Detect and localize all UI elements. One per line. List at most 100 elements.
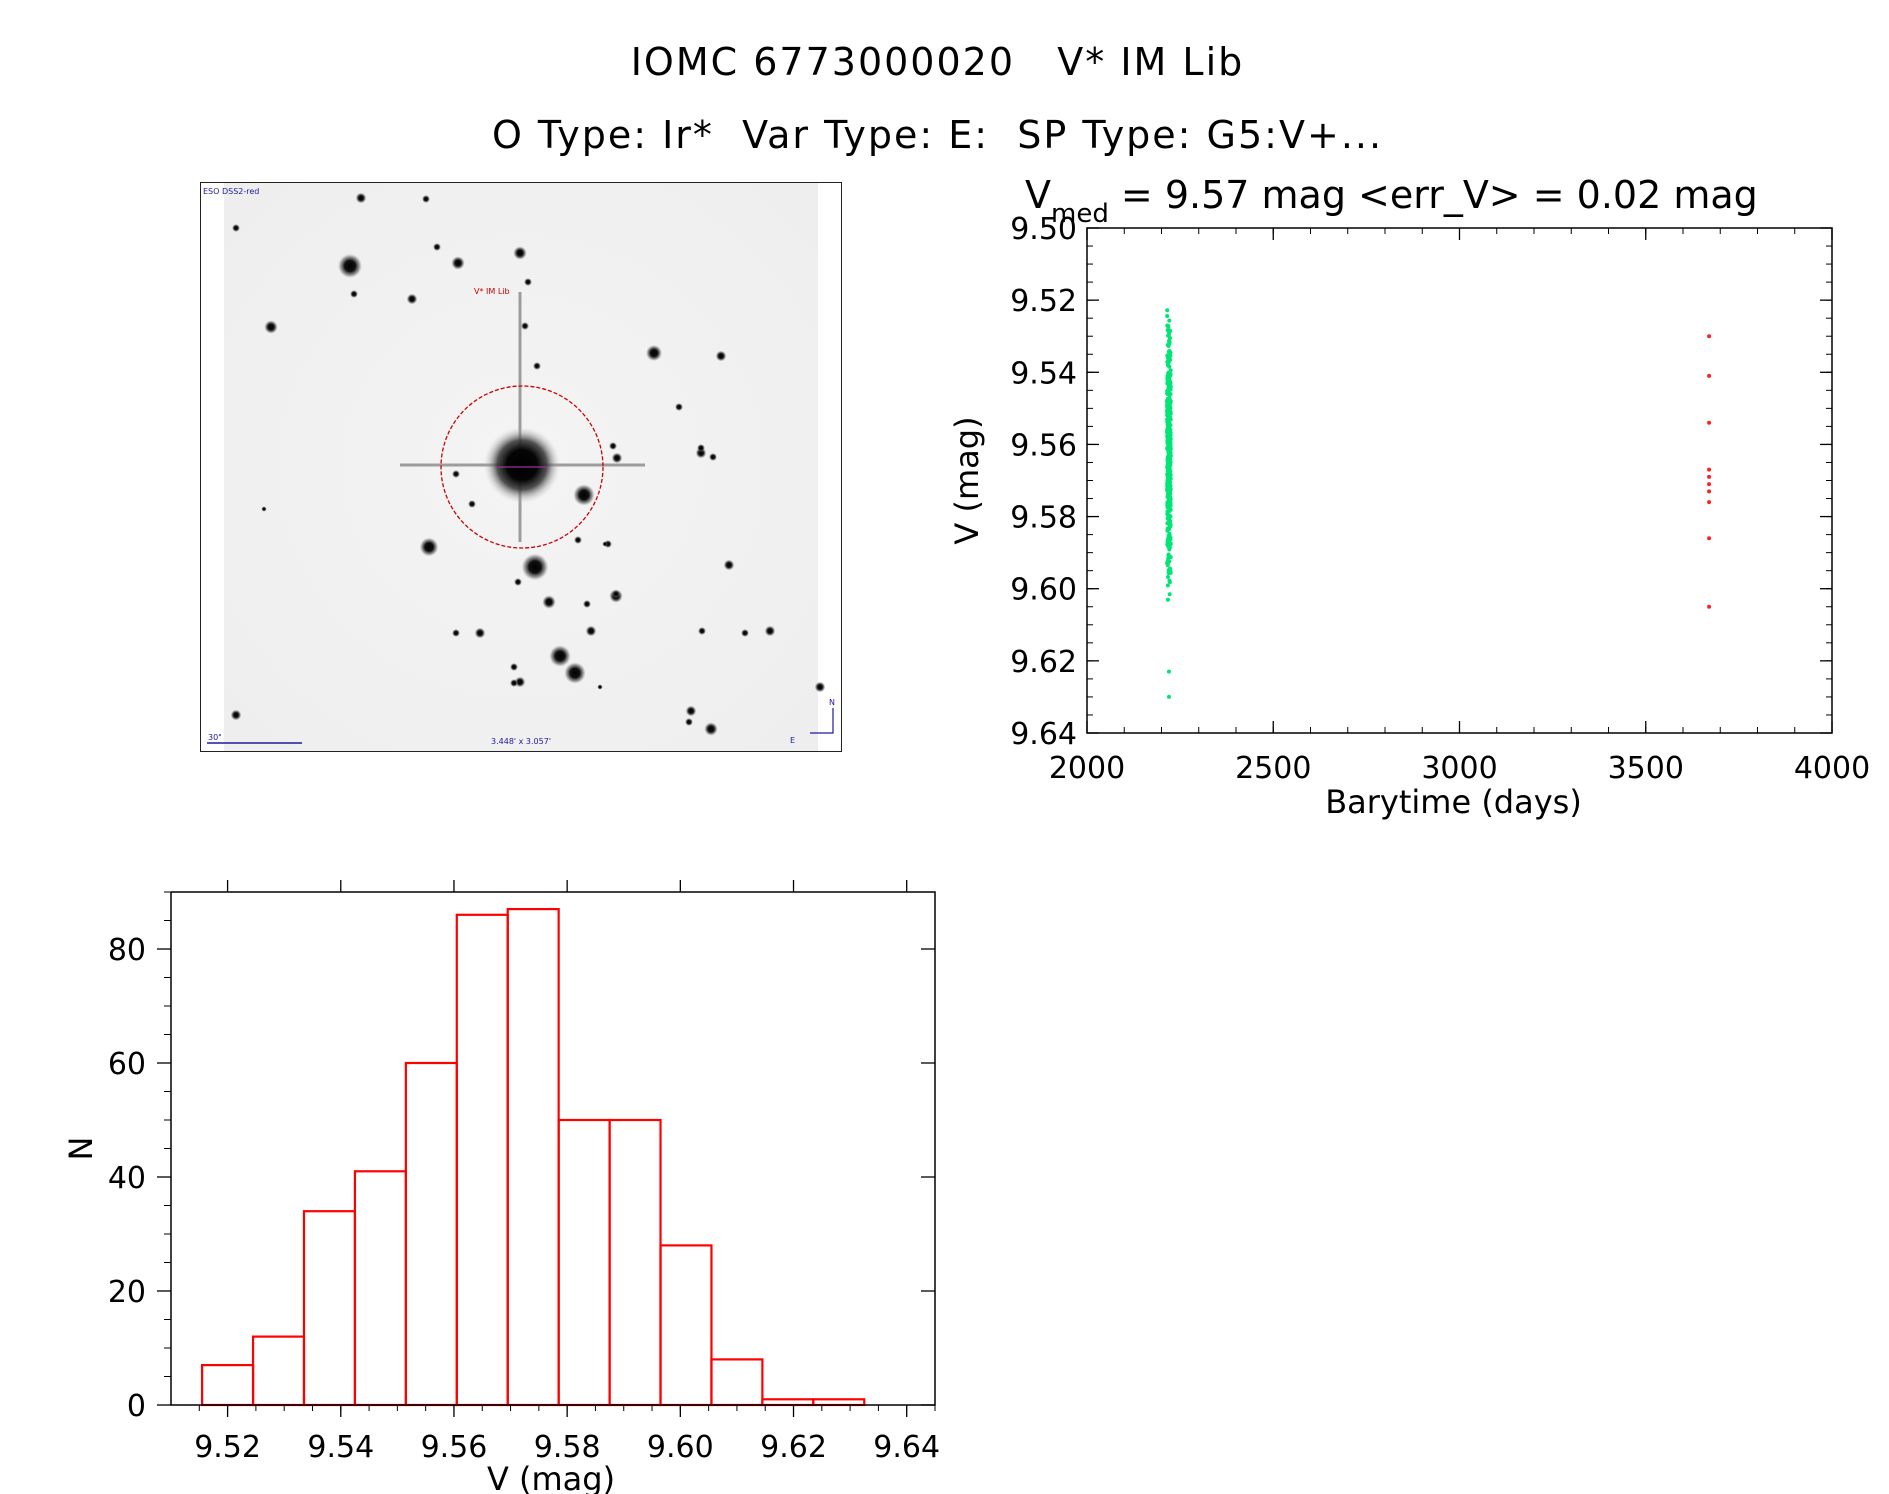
lc-xtick-label: 2000 [1049, 751, 1125, 786]
lc-point-green [1166, 473, 1171, 478]
lc-point-green [1167, 520, 1172, 525]
lc-point-green [1167, 495, 1172, 500]
lc-point-green [1166, 439, 1171, 444]
lc-point-green [1168, 443, 1173, 448]
lc-point-green [1166, 471, 1171, 476]
lc-point-green [1165, 486, 1170, 491]
lc-point-green [1165, 490, 1170, 495]
lc-point-green [1166, 427, 1171, 432]
lc-point-red [1707, 489, 1712, 494]
lc-point-green [1166, 355, 1171, 360]
lc-point-green [1165, 428, 1170, 433]
lc-point-green [1166, 412, 1171, 417]
lc-point-green [1166, 332, 1171, 337]
lc-point-green [1165, 373, 1170, 378]
lc-point-green [1167, 566, 1172, 571]
lc-point-green [1165, 398, 1170, 403]
lc-point-green [1167, 487, 1172, 492]
finder-stars [230, 192, 826, 736]
lc-point-green [1165, 521, 1170, 526]
field-star [523, 277, 533, 287]
lc-point-green [1168, 500, 1173, 505]
lc-point-green [1165, 411, 1170, 416]
lc-point-green [1166, 408, 1171, 413]
lc-point-green [1167, 429, 1172, 434]
lc-point-green [1167, 592, 1172, 597]
lc-point-green [1167, 472, 1172, 477]
lc-point-green [1165, 374, 1170, 379]
lc-point-green [1168, 555, 1173, 560]
lc-point-green [1168, 542, 1173, 547]
lc-point-green [1165, 435, 1170, 440]
lc-point-green [1165, 438, 1170, 443]
stats-label: Vmed = 9.57 mag <err_V> = 0.02 mag [1025, 173, 1758, 229]
lc-point-green [1166, 329, 1171, 334]
lc-point-green [1166, 356, 1171, 361]
field-star [261, 506, 267, 512]
lc-point-green [1167, 479, 1172, 484]
lc-point-green [1167, 414, 1172, 419]
lc-point-green [1166, 376, 1171, 381]
lc-point-green [1167, 467, 1172, 472]
field-star [696, 443, 706, 453]
lc-point-green [1166, 556, 1171, 561]
lc-point-green [1166, 473, 1171, 478]
lc-point-green [1165, 323, 1170, 328]
lc-point-green [1166, 451, 1171, 456]
hist-ytick-label: 80 [108, 933, 146, 968]
lc-point-green [1167, 415, 1172, 420]
lc-point-green [1165, 405, 1170, 410]
lc-point-green [1168, 447, 1173, 452]
north-label: N [829, 698, 835, 707]
lc-point-green [1165, 512, 1170, 517]
lc-point-green [1165, 563, 1170, 568]
lc-point-green [1167, 384, 1172, 389]
lc-point-green [1168, 336, 1173, 341]
lc-point-green [1165, 425, 1170, 430]
lc-point-green [1165, 488, 1170, 493]
lc-xtick-label: 3000 [1421, 751, 1497, 786]
compass [810, 708, 834, 734]
lc-point-green [1165, 314, 1170, 319]
lc-point-green [1166, 431, 1171, 436]
lc-point-green [1168, 514, 1173, 519]
lc-point-green [1166, 440, 1171, 445]
lc-point-green [1166, 408, 1171, 413]
hist-xtick-label: 9.64 [873, 1430, 940, 1465]
lc-point-green [1168, 535, 1173, 540]
lc-point-green [1165, 465, 1170, 470]
lc-point-green [1165, 380, 1170, 385]
lc-point-green [1167, 497, 1172, 502]
lc-point-green [1165, 445, 1170, 450]
lc-point-green [1168, 497, 1173, 502]
lc-point-green [1167, 329, 1172, 334]
lc-point-green [1165, 392, 1170, 397]
lc-point-green [1167, 496, 1172, 501]
stats-v: V [1025, 173, 1051, 217]
lc-point-green [1166, 431, 1171, 436]
lc-point-green [1166, 420, 1171, 425]
lc-point-green [1166, 488, 1171, 493]
lc-point-green [1165, 528, 1170, 533]
lc-point-green [1166, 482, 1171, 487]
lc-point-green [1165, 457, 1170, 462]
lc-point-green [1168, 401, 1173, 406]
lc-point-green [1165, 434, 1170, 439]
lc-point-green [1166, 541, 1171, 546]
lc-point-green [1167, 470, 1172, 475]
lc-point-green [1167, 411, 1172, 416]
lc-point-green [1168, 406, 1173, 411]
lc-point-red [1707, 536, 1712, 541]
lc-point-green [1168, 518, 1173, 523]
lc-point-green [1167, 445, 1172, 450]
lc-point-green [1166, 470, 1171, 475]
hist-ytick-label: 40 [108, 1161, 146, 1196]
field-star [611, 452, 623, 464]
lc-point-green [1168, 450, 1173, 455]
lc-xlabel: Barytime (days) [1325, 783, 1582, 821]
lc-point-green [1167, 578, 1172, 583]
lc-point-green [1167, 407, 1172, 412]
lc-point-green [1167, 531, 1172, 536]
lc-point-green [1166, 504, 1171, 509]
scale-label: 30" [208, 733, 222, 742]
